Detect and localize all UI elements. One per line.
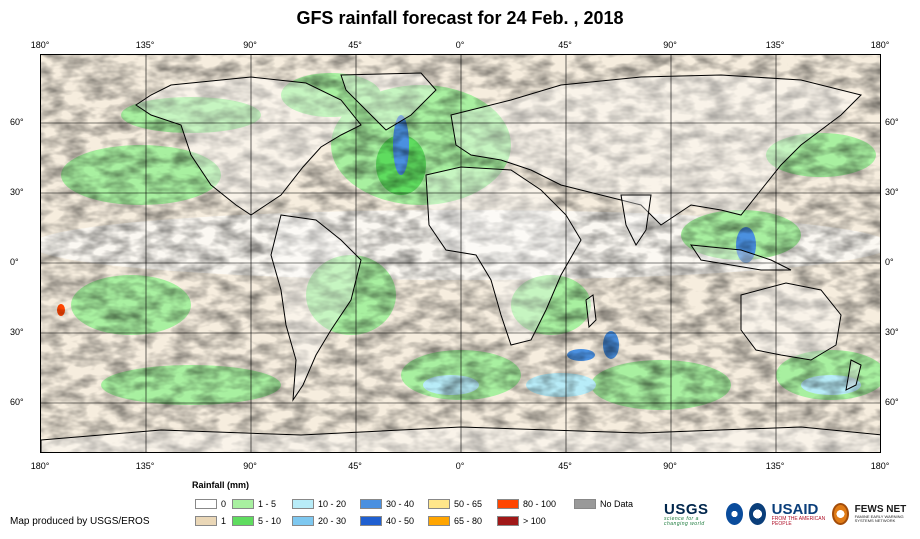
usaid-tagline: FROM THE AMERICAN PEOPLE <box>771 515 826 527</box>
lon-tick-top: 45° <box>348 40 362 50</box>
lon-tick-top: 0° <box>455 40 465 50</box>
legend-label: 30 - 40 <box>386 499 415 509</box>
rain-texture <box>41 55 880 452</box>
legend-swatch <box>428 499 450 509</box>
legend-swatch <box>195 499 217 509</box>
lat-tick-right: 60° <box>885 397 899 407</box>
india <box>620 194 652 246</box>
lat-tick-left: 30° <box>10 187 24 197</box>
usaid-seal-icon <box>748 503 766 525</box>
legend-title: Rainfall (mm) <box>192 480 250 490</box>
lon-tick-bottom: 180° <box>30 461 50 471</box>
legend-item: 65 - 80 <box>428 516 482 526</box>
lon-tick-bottom: 90° <box>243 461 257 471</box>
partner-logos: USGS science for a changing world USAID … <box>664 498 920 530</box>
legend-label: 65 - 80 <box>454 516 483 526</box>
rainfall-map[interactable] <box>40 54 881 453</box>
legend-label: 40 - 50 <box>386 516 415 526</box>
lon-tick-top: 135° <box>135 40 155 50</box>
lon-tick-bottom: 135° <box>765 461 785 471</box>
legend-swatch <box>497 499 519 509</box>
madagascar <box>585 294 597 329</box>
legend-swatch <box>360 499 382 509</box>
legend-label: No Data <box>600 499 634 509</box>
lon-tick-top: 45° <box>558 40 572 50</box>
lon-tick-top: 90° <box>243 40 257 50</box>
legend-label: 50 - 65 <box>454 499 483 509</box>
legend-swatch <box>292 516 314 526</box>
lon-tick-bottom: 0° <box>455 461 465 471</box>
map-credit: Map produced by USGS/EROS <box>10 516 150 527</box>
fews-net-tagline: FAMINE EARLY WARNING SYSTEMS NETWORK <box>854 514 904 523</box>
map-canvas <box>41 55 880 452</box>
legend-swatch <box>428 516 450 526</box>
lon-tick-bottom: 135° <box>135 461 155 471</box>
fews-net-seal-icon <box>831 503 849 525</box>
legend-item: 1 <box>195 516 226 526</box>
lon-tick-top: 180° <box>870 40 890 50</box>
lon-tick-top: 90° <box>663 40 677 50</box>
legend-item: > 100 <box>497 516 546 526</box>
legend-item: 50 - 65 <box>428 499 482 509</box>
lat-tick-left: 60° <box>10 117 24 127</box>
legend-label: > 100 <box>523 516 546 526</box>
legend-item: No Data <box>574 499 633 509</box>
usaid-wordmark: USAID <box>771 500 819 518</box>
lon-tick-bottom: 180° <box>870 461 890 471</box>
greenland <box>340 72 437 131</box>
lat-tick-right: 60° <box>885 117 899 127</box>
legend-item: 10 - 20 <box>292 499 346 509</box>
legend-label: 80 - 100 <box>523 499 557 509</box>
legend-swatch <box>360 516 382 526</box>
lat-tick-left: 60° <box>10 397 24 407</box>
legend-label: 0 <box>221 499 227 509</box>
noaa-seal-icon <box>725 503 743 525</box>
legend-label: 10 - 20 <box>318 499 347 509</box>
legend-item: 0 <box>195 499 226 509</box>
lat-tick-right: 30° <box>885 187 899 197</box>
legend-swatch <box>497 516 519 526</box>
legend-item: 5 - 10 <box>232 516 281 526</box>
lat-tick-right: 30° <box>885 327 899 337</box>
south-america <box>270 214 362 402</box>
legend-label: 20 - 30 <box>318 516 347 526</box>
legend-item: 20 - 30 <box>292 516 346 526</box>
legend-swatch <box>574 499 596 509</box>
legend-swatch <box>232 499 254 509</box>
legend-swatch <box>232 516 254 526</box>
map-title: GFS rainfall forecast for 24 Feb. , 2018 <box>296 8 624 28</box>
lat-tick-left: 0° <box>10 257 19 267</box>
legend-label: 5 - 10 <box>258 516 282 526</box>
legend-label: 1 <box>221 516 227 526</box>
legend-item: 80 - 100 <box>497 499 556 509</box>
legend-label: 1 - 5 <box>258 499 277 509</box>
fews-net-wordmark: FEWS NET <box>854 504 907 515</box>
usgs-logo: USGS science for a changing world <box>664 502 720 527</box>
lon-tick-bottom: 45° <box>558 461 572 471</box>
lon-tick-top: 180° <box>30 40 50 50</box>
legend-swatch <box>292 499 314 509</box>
legend-swatch <box>195 516 217 526</box>
legend-item: 40 - 50 <box>360 516 414 526</box>
lon-tick-bottom: 45° <box>348 461 362 471</box>
usaid-logo: USAID FROM THE AMERICAN PEOPLE <box>772 502 826 527</box>
eurasia <box>450 74 862 226</box>
graticule <box>41 55 880 452</box>
usgs-wordmark: USGS <box>664 500 709 518</box>
lon-tick-top: 135° <box>765 40 785 50</box>
new-zealand <box>845 359 862 391</box>
lat-tick-right: 0° <box>885 257 894 267</box>
fews-net-logo: FEWS NET FAMINE EARLY WARNING SYSTEMS NE… <box>855 505 920 523</box>
lat-tick-left: 30° <box>10 327 24 337</box>
australia <box>740 282 842 361</box>
legend-item: 30 - 40 <box>360 499 414 509</box>
lon-tick-bottom: 90° <box>663 461 677 471</box>
legend-item: 1 - 5 <box>232 499 276 509</box>
north-america <box>135 76 362 216</box>
usgs-tagline: science for a changing world <box>664 515 705 527</box>
